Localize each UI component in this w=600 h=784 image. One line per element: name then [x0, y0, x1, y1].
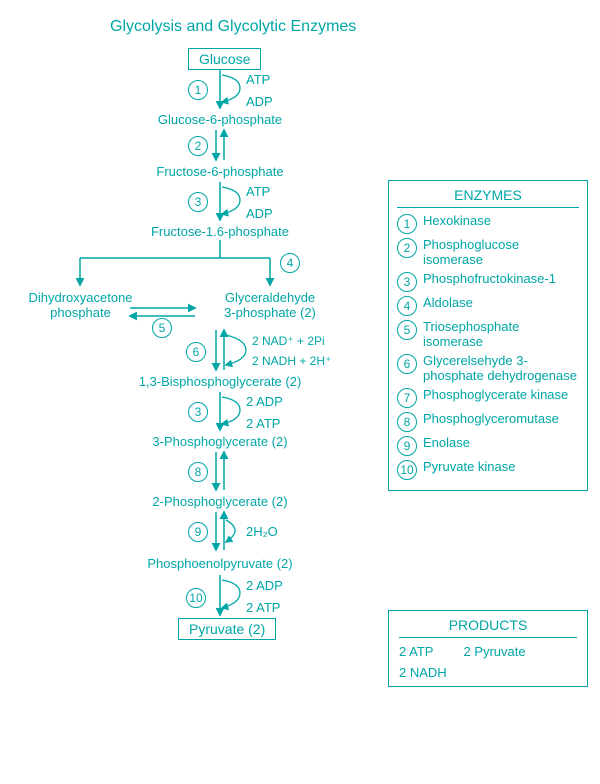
step-num-4: 4	[280, 253, 300, 273]
cofactor-atp-3: ATP	[246, 184, 270, 199]
enzyme-name: Enolase	[423, 436, 470, 451]
enzyme-num: 10	[397, 460, 417, 480]
products-title: PRODUCTS	[399, 617, 577, 638]
enzyme-num: 8	[397, 412, 417, 432]
enzyme-row: 2 Phosphoglucose isomerase	[397, 238, 579, 268]
product-item: 2 ATP	[399, 644, 433, 659]
step-num-1: 1	[188, 80, 208, 100]
metabolite-g6p: Glucose-6-phosphate	[150, 112, 290, 127]
enzymes-box: ENZYMES 1 Hexokinase 2 Phosphoglucose isome…	[388, 180, 588, 491]
metabolite-3pg: 3-Phosphoglycerate (2)	[140, 434, 300, 449]
product-item: 2 NADH	[399, 665, 447, 680]
products-list: 2 ATP 2 Pyruvate 2 NADH	[399, 644, 577, 680]
cofactor-h2o-9: 2H₂O	[246, 524, 278, 539]
step-num-5: 5	[152, 318, 172, 338]
metabolite-glucose: Glucose	[188, 48, 261, 70]
enzyme-name: Aldolase	[423, 296, 473, 311]
enzyme-num: 6	[397, 354, 417, 374]
enzyme-row: 9 Enolase	[397, 436, 579, 456]
enzyme-row: 5 Triosephosphate isomerase	[397, 320, 579, 350]
step-num-3: 3	[188, 192, 208, 212]
cofactor-atp-10: 2 ATP	[246, 600, 280, 615]
metabolite-dhap-1: Dihydroxyacetone	[18, 290, 143, 305]
enzymes-list: 1 Hexokinase 2 Phosphoglucose isomerase 3 Pho…	[397, 214, 579, 480]
step-num-2: 2	[188, 136, 208, 156]
metabolite-f16p: Fructose-1.6-phosphate	[145, 224, 295, 239]
step-num-9: 9	[188, 522, 208, 542]
step-num-6: 6	[186, 342, 206, 362]
metabolite-f6p: Fructose-6-phosphate	[150, 164, 290, 179]
enzyme-name: Glycerelsehyde 3-phosphate dehydrogenase	[423, 354, 579, 384]
cofactor-nad-6: 2 NAD⁺ + 2Pi	[252, 334, 325, 348]
cofactor-adp-7: 2 ADP	[246, 394, 283, 409]
enzyme-row: 8 Phosphoglyceromutase	[397, 412, 579, 432]
cofactor-adp-1: ADP	[246, 94, 273, 109]
enzyme-name: Phosphoglycerate kinase	[423, 388, 568, 403]
product-item: 2 Pyruvate	[463, 644, 525, 659]
enzyme-row: 10 Pyruvate kinase	[397, 460, 579, 480]
cofactor-atp-7: 2 ATP	[246, 416, 280, 431]
enzyme-row: 6 Glycerelsehyde 3-phosphate dehydrogenas…	[397, 354, 579, 384]
enzyme-row: 3 Phosphofructokinase-1	[397, 272, 579, 292]
enzyme-row: 7 Phosphoglycerate kinase	[397, 388, 579, 408]
enzyme-name: Phosphoglyceromutase	[423, 412, 559, 427]
products-box: PRODUCTS 2 ATP 2 Pyruvate 2 NADH	[388, 610, 588, 687]
enzyme-num: 7	[397, 388, 417, 408]
enzyme-name: Triosephosphate isomerase	[423, 320, 579, 350]
metabolite-pep: Phosphoenolpyruvate (2)	[130, 556, 310, 571]
enzyme-name: Phosphofructokinase-1	[423, 272, 556, 287]
cofactor-atp-1: ATP	[246, 72, 270, 87]
enzyme-num: 9	[397, 436, 417, 456]
step-num-10: 10	[186, 588, 206, 608]
enzyme-name: Phosphoglucose isomerase	[423, 238, 579, 268]
cofactor-nadh-6: 2 NADH + 2H⁺	[252, 354, 331, 368]
cofactor-adp-10: 2 ADP	[246, 578, 283, 593]
enzyme-name: Hexokinase	[423, 214, 491, 229]
enzyme-row: 4 Aldolase	[397, 296, 579, 316]
enzyme-num: 1	[397, 214, 417, 234]
enzyme-name: Pyruvate kinase	[423, 460, 516, 475]
metabolite-2pg: 2-Phosphoglycerate (2)	[140, 494, 300, 509]
cofactor-adp-3: ADP	[246, 206, 273, 221]
enzyme-num: 2	[397, 238, 417, 258]
metabolite-pyruvate: Pyruvate (2)	[178, 618, 276, 640]
enzyme-row: 1 Hexokinase	[397, 214, 579, 234]
metabolite-g3p-2: 3-phosphate (2)	[200, 305, 340, 320]
metabolite-dhap-2: phosphate	[18, 305, 143, 320]
metabolite-13bpg: 1,3-Bisphosphoglycerate (2)	[130, 374, 310, 389]
step-num-7: 3	[188, 402, 208, 422]
enzyme-num: 4	[397, 296, 417, 316]
step-num-8: 8	[188, 462, 208, 482]
enzyme-num: 5	[397, 320, 417, 340]
enzymes-title: ENZYMES	[397, 187, 579, 208]
enzyme-num: 3	[397, 272, 417, 292]
metabolite-g3p-1: Glyceraldehyde	[200, 290, 340, 305]
